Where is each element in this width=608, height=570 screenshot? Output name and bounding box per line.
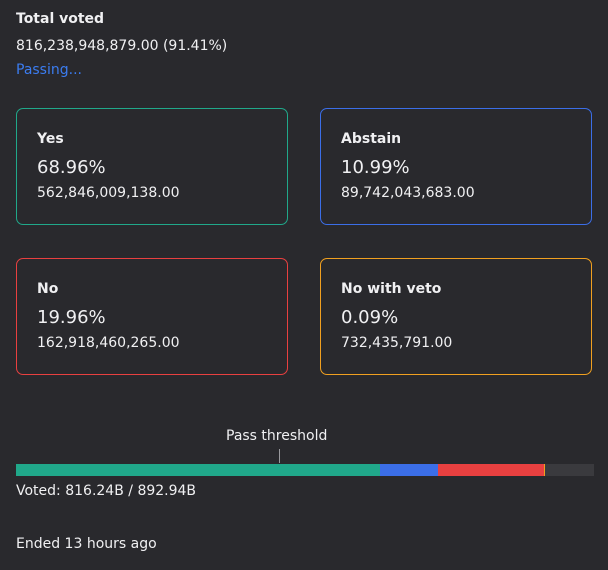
option-percent: 10.99% [341, 157, 410, 178]
vote-bar [16, 464, 594, 476]
option-name: Yes [37, 131, 64, 147]
threshold-label: Pass threshold [226, 428, 328, 444]
voted-amount: 816.24B [65, 483, 124, 499]
option-card: Yes 68.96% 562,846,009,138.00 [16, 108, 288, 225]
option-percent: 19.96% [37, 307, 106, 328]
voted-label: Voted: [16, 483, 61, 499]
threshold-tick [279, 449, 280, 463]
option-name: No [37, 281, 59, 297]
ended: Ended 13 hours ago [16, 536, 157, 552]
total-voted: 816,238,948,879.00 (91.41%) [16, 38, 228, 54]
bar-segment [380, 464, 439, 476]
voted-total: 892.94B [137, 483, 197, 499]
option-amount: 89,742,043,683.00 [341, 185, 475, 201]
option-amount: 732,435,791.00 [341, 335, 453, 351]
voted: Voted: 816.24B / 892.94B [16, 483, 196, 499]
bar-segment [438, 464, 544, 476]
option-card: No with veto 0.09% 732,435,791.00 [320, 258, 592, 375]
title: Total voted [16, 11, 105, 27]
option-name: No with veto [341, 281, 442, 297]
option-card: No 19.96% 162,918,460,265.00 [16, 258, 288, 375]
option-percent: 0.09% [341, 307, 399, 328]
bar-segment [16, 464, 381, 476]
option-name: Abstain [341, 131, 402, 147]
option-amount: 162,918,460,265.00 [37, 335, 180, 351]
option-percent: 68.96% [37, 157, 106, 178]
option-amount: 562,846,009,138.00 [37, 185, 180, 201]
option-card: Abstain 10.99% 89,742,043,683.00 [320, 108, 592, 225]
status: Passing... [16, 62, 82, 78]
separator: / [128, 483, 133, 499]
